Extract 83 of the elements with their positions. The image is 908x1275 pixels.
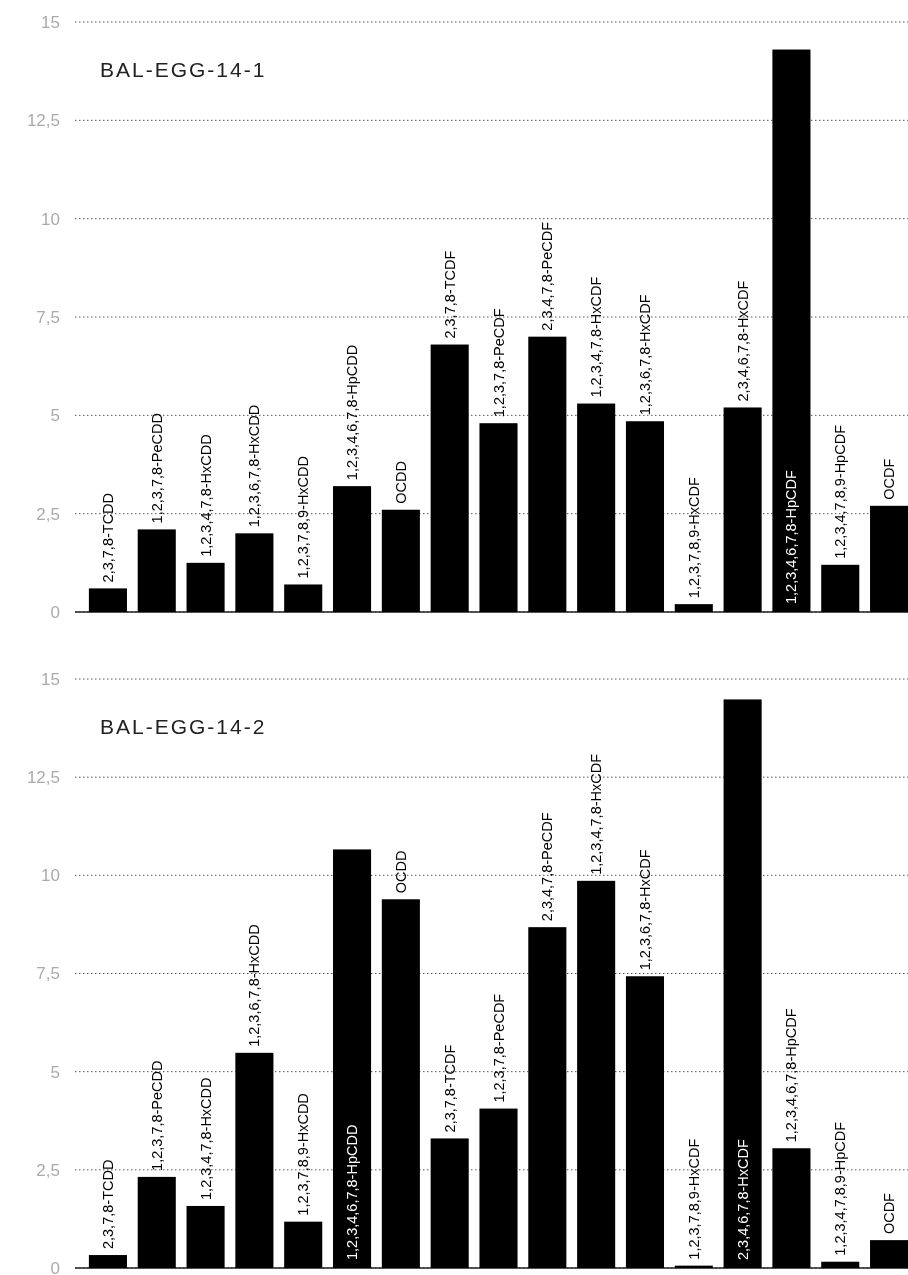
text: BAL-EGG-14-2 xyxy=(100,715,267,738)
y-tick-label: 5 xyxy=(50,406,60,426)
bar xyxy=(723,699,762,1268)
x-tick-label: OCDF xyxy=(881,458,898,500)
bar xyxy=(381,509,420,612)
x-tick-label: 1,2,3,7,8-PeCDD xyxy=(148,412,165,524)
x-tick-label: 1,2,3,4,7,8,9-HpCDF xyxy=(832,1121,849,1256)
bar xyxy=(186,562,225,612)
bar xyxy=(625,976,665,1268)
bar xyxy=(772,1148,811,1268)
y-tick-label: 5 xyxy=(50,1062,60,1082)
bar xyxy=(577,403,616,612)
x-tick-label: 1,2,3,7,8-PeCDF xyxy=(490,993,507,1103)
bar xyxy=(137,529,176,612)
x-tick-label: 1,2,3,7,8,9-HxCDD xyxy=(295,455,312,579)
x-tick-label: 1,2,3,7,8-PeCDD xyxy=(148,1060,165,1171)
bar xyxy=(137,1176,176,1268)
bar xyxy=(870,505,908,612)
x-tick-label: 1,2,3,4,7,8-HxCDD xyxy=(197,1077,214,1200)
bar xyxy=(430,344,469,612)
x-tick-label: 1,2,3,6,7,8-HxCDD xyxy=(246,404,263,528)
x-tick-label: 1,2,3,4,7,8-HxCDD xyxy=(197,434,214,557)
x-tick-label: 2,3,7,8-TCDF xyxy=(441,250,458,339)
x-tick-label: 1,2,3,4,6,7,8-HpCDF xyxy=(783,470,800,604)
bar xyxy=(674,604,713,612)
y-tick-label: 0 xyxy=(50,1258,60,1275)
x-tick-label: 2,3,4,7,8-PeCDF xyxy=(539,812,556,922)
bar xyxy=(88,1255,127,1268)
bar xyxy=(332,849,372,1268)
x-tick-label: OCDF xyxy=(881,1192,898,1235)
y-tick-label: 15 xyxy=(41,12,60,32)
y-tick-label: 10 xyxy=(41,866,60,886)
bar xyxy=(821,564,860,612)
x-tick-label: 1,2,3,4,6,7,8-HpCDD xyxy=(344,344,361,481)
y-tick-label: 0 xyxy=(50,602,60,622)
bar xyxy=(235,1052,274,1268)
bar xyxy=(577,880,616,1268)
x-tick-label: 1,2,3,4,7,8,9-HpCDF xyxy=(832,424,849,559)
x-tick-label: 2,3,4,6,7,8-HxCDF xyxy=(734,280,751,402)
x-tick-label: 1,2,3,7,8,9-HxCDF xyxy=(685,477,702,599)
x-tick-label: 1,2,3,7,8,9-HxCDD xyxy=(295,1093,312,1216)
x-tick-label: 1,2,3,6,7,8-HxCDD xyxy=(246,924,263,1047)
x-tick-label: 1,2,3,4,6,7,8-HpCDD xyxy=(344,1124,361,1260)
bar xyxy=(88,588,127,612)
bar xyxy=(332,486,372,612)
bar xyxy=(723,407,762,612)
x-tick-label: 2,3,7,8-TCDD xyxy=(99,492,116,583)
y-tick-label: 12,5 xyxy=(26,111,60,131)
x-tick-label: 2,3,7,8-TCDF xyxy=(441,1044,458,1133)
y-tick-label: 2,5 xyxy=(36,504,60,524)
bar xyxy=(284,1221,323,1268)
bar xyxy=(528,336,567,612)
x-tick-label: 1,2,3,4,7,8-HxCDF xyxy=(588,753,605,875)
x-tick-label: 1,2,3,7,8,9-HxCDF xyxy=(685,1138,702,1260)
x-tick-label: OCDD xyxy=(392,461,409,504)
y-tick-label: 12,5 xyxy=(26,768,60,788)
bar xyxy=(821,1261,860,1268)
bar xyxy=(870,1240,908,1268)
bar xyxy=(186,1205,225,1268)
x-tick-label: 1,2,3,4,6,7,8-HpCDF xyxy=(783,1008,800,1143)
bar xyxy=(528,927,567,1268)
text: BAL-EGG-14-1 xyxy=(100,58,267,81)
x-tick-label: OCDD xyxy=(392,850,409,894)
bar xyxy=(479,423,518,612)
bar xyxy=(235,533,274,612)
x-tick-label: 1,2,3,4,7,8-HxCDF xyxy=(588,276,605,398)
bar xyxy=(625,421,665,612)
x-tick-label: 1,2,3,6,7,8-HxCDF xyxy=(636,849,653,971)
bar xyxy=(772,49,811,612)
y-tick-label: 10 xyxy=(41,209,60,229)
x-tick-label: 2,3,4,6,7,8-HxCDF xyxy=(734,1138,751,1260)
bar xyxy=(284,584,323,612)
bar xyxy=(479,1108,518,1268)
x-tick-label: 1,2,3,7,8-PeCDF xyxy=(490,308,507,418)
x-tick-label: 2,3,4,7,8-PeCDF xyxy=(539,221,556,331)
y-tick-label: 2,5 xyxy=(36,1160,60,1180)
y-tick-label: 7,5 xyxy=(36,964,60,984)
bar xyxy=(430,1138,469,1268)
x-tick-label: 2,3,7,8-TCDD xyxy=(99,1159,116,1250)
y-tick-label: 7,5 xyxy=(36,307,60,327)
x-tick-label: 1,2,3,6,7,8-HxCDF xyxy=(636,294,653,416)
y-tick-label: 15 xyxy=(41,669,60,689)
bar xyxy=(381,899,420,1268)
